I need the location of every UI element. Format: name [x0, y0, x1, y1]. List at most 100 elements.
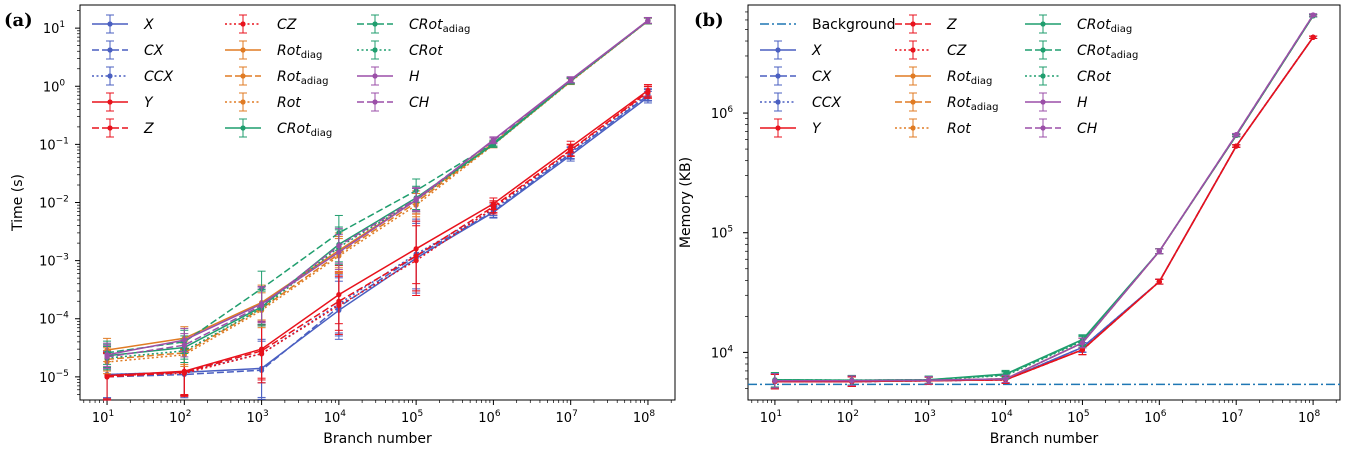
data-point: [1079, 340, 1086, 346]
series-line: [106, 91, 649, 377]
y-tick-label: 10−1: [39, 136, 69, 153]
data-point: [1079, 347, 1086, 353]
series-line: [106, 20, 649, 357]
data-point: [645, 17, 651, 24]
series-ch: [770, 12, 1318, 389]
data-point: [772, 378, 778, 384]
series-crot-adiag: [103, 17, 652, 365]
legend-label: H: [1077, 95, 1088, 111]
data-point: [568, 77, 574, 83]
legend-label: Background: [812, 17, 896, 33]
legend-entry: CRotadiag: [1025, 40, 1138, 61]
y-tick-label: 10−5: [39, 369, 69, 386]
legend-label: H: [409, 69, 420, 85]
series-line: [106, 93, 649, 376]
x-tick-label: 106: [478, 409, 501, 426]
data-point: [1310, 34, 1316, 40]
series-ccx: [770, 34, 1318, 390]
series-line: [774, 36, 1314, 383]
data-point: [181, 370, 187, 376]
legend-entry: Rotadiag: [895, 92, 999, 113]
legend-entry: CRot: [357, 40, 443, 60]
series-line: [774, 14, 1314, 382]
series-line: [106, 20, 649, 359]
x-axis-label: Branch number: [990, 431, 1099, 447]
series-h: [770, 12, 1318, 389]
legend-entry: CZ: [895, 40, 967, 60]
y-tick-label: 101: [43, 20, 65, 37]
data-point: [1310, 12, 1316, 18]
legend-entry: Rotdiag: [225, 40, 322, 61]
data-point: [1156, 248, 1162, 254]
legend-entry: CRotadiag: [357, 14, 470, 35]
legend-label: Y: [812, 121, 822, 137]
legend-label: CRotdiag: [277, 121, 332, 139]
legend-entry: Y: [760, 118, 822, 138]
legend-entry: Z: [895, 14, 957, 34]
data-point: [258, 302, 265, 308]
series-line: [774, 15, 1314, 381]
y-tick-label: 10−3: [39, 253, 69, 270]
series-h: [103, 16, 652, 367]
x-tick-label: 104: [990, 409, 1013, 426]
series-line: [774, 15, 1314, 382]
legend-label: CRot: [409, 43, 443, 59]
legend-entry: CX: [92, 40, 164, 60]
series-x: [770, 34, 1318, 390]
panel-label: (b): [694, 10, 724, 31]
series-line: [774, 36, 1314, 383]
series-line: [106, 20, 649, 363]
data-point: [645, 89, 651, 96]
x-tick-label: 102: [837, 409, 859, 426]
x-tick-label: 101: [92, 409, 114, 426]
series-cz: [770, 34, 1318, 390]
legend-label: Rot: [947, 121, 971, 137]
series-line: [774, 15, 1314, 382]
series-z: [770, 34, 1318, 390]
data-point: [849, 378, 855, 384]
series-line: [774, 36, 1314, 383]
y-tick-label: 10−4: [39, 311, 69, 328]
data-point: [181, 342, 187, 348]
x-tick-label: 105: [401, 409, 423, 426]
data-point: [1233, 143, 1239, 149]
legend-label: CX: [144, 43, 164, 59]
series-line: [106, 20, 649, 358]
legend-entry: Rotadiag: [225, 66, 329, 87]
data-point: [104, 373, 110, 379]
legend-entry: CH: [357, 92, 430, 112]
series-line: [774, 14, 1314, 382]
series-cx: [770, 34, 1318, 390]
data-point: [413, 196, 419, 202]
series-line: [774, 36, 1314, 383]
y-axis-label: Memory (KB): [678, 157, 694, 248]
legend-entry: CCX: [760, 92, 842, 112]
y-tick-label: 104: [711, 344, 734, 361]
data-point: [926, 377, 932, 383]
data-point: [104, 354, 110, 360]
series-line: [106, 89, 649, 377]
data-point: [1156, 279, 1162, 285]
legend-label: Z: [143, 121, 154, 137]
series-rot-adiag: [770, 13, 1318, 389]
legend-entry: Rot: [895, 118, 971, 138]
legend-entry: CX: [760, 66, 832, 86]
legend-label: Rot: [277, 95, 301, 111]
panel-b: 101 102 103 104 105 106 107 108 104 105 106 Branch …: [678, 4, 1341, 447]
legend-label: CRotadiag: [1077, 43, 1138, 61]
legend-label: CCX: [144, 69, 174, 85]
legend-label: X: [811, 43, 822, 59]
legend-entry: H: [357, 66, 420, 86]
data-point: [1233, 132, 1239, 138]
x-tick-label: 107: [1221, 409, 1243, 426]
series-line: [106, 20, 649, 361]
legend-label: X: [143, 17, 154, 33]
legend-entry: X: [92, 14, 154, 34]
legend-entry: CZ: [225, 14, 297, 34]
data-point: [1002, 376, 1009, 382]
x-tick-label: 103: [914, 409, 936, 426]
legend-entry: CCX: [92, 66, 174, 86]
x-tick-label: 104: [324, 409, 347, 426]
legend-entry: X: [760, 40, 822, 60]
